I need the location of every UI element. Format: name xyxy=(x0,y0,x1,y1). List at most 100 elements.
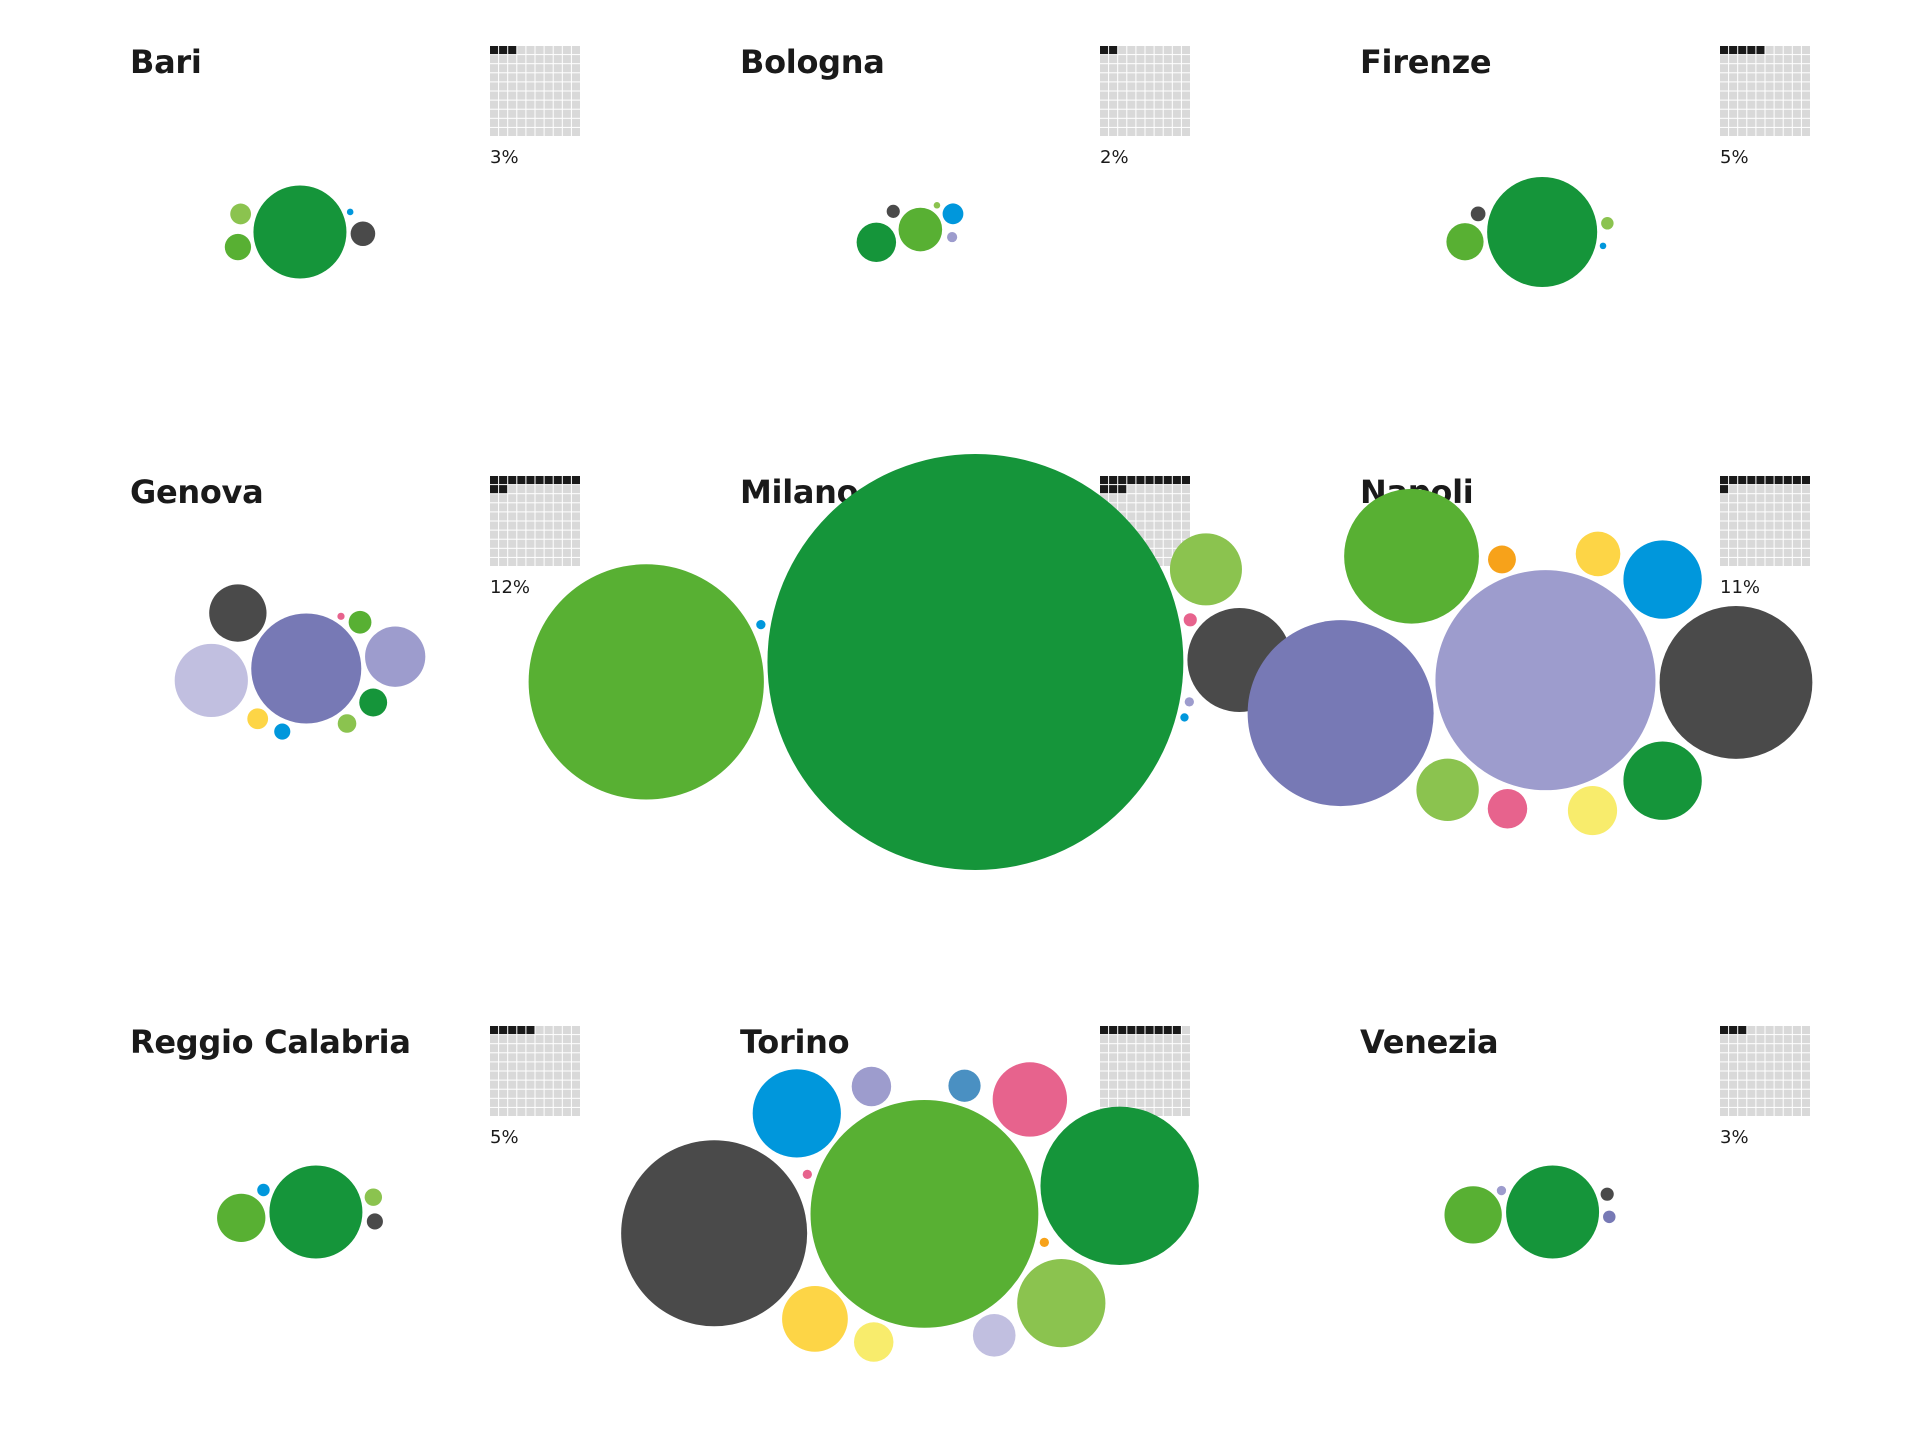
waffle-cell-filled xyxy=(1154,1026,1163,1035)
waffle-cell-empty xyxy=(1118,46,1127,55)
waffle-cell-empty xyxy=(1774,64,1783,73)
waffle-cell-empty xyxy=(1172,109,1181,118)
waffle-cell-empty xyxy=(508,100,517,109)
waffle-cell-filled xyxy=(1729,476,1738,485)
waffle-cell-empty xyxy=(1136,73,1145,82)
waffle-cell-empty xyxy=(1747,82,1756,91)
bubble-blue xyxy=(752,1069,841,1158)
waffle-cell-empty xyxy=(1747,1026,1756,1035)
waffle-cell-empty xyxy=(1136,521,1145,530)
waffle-cell-empty xyxy=(1774,1098,1783,1107)
waffle-cell-empty xyxy=(553,1044,562,1053)
waffle-cell-empty xyxy=(1792,485,1801,494)
waffle-cell-empty xyxy=(1100,1062,1109,1071)
waffle-cell-empty xyxy=(1792,100,1801,109)
waffle-cell-empty xyxy=(1163,100,1172,109)
waffle-cell-empty xyxy=(1127,1080,1136,1089)
waffle-cell-empty xyxy=(1747,100,1756,109)
waffle-cell-empty xyxy=(1109,109,1118,118)
city-panel-napoli: Napoli11% xyxy=(1247,472,1920,892)
waffle-cell-empty xyxy=(1738,494,1747,503)
waffle-cell-empty xyxy=(1127,64,1136,73)
waffle-cell-empty xyxy=(544,485,553,494)
waffle-cell-empty xyxy=(1774,1071,1783,1080)
waffle-cell-empty xyxy=(535,521,544,530)
waffle-cell-empty xyxy=(1127,127,1136,136)
waffle-cell-empty xyxy=(1756,127,1765,136)
waffle-cell-empty xyxy=(1792,1071,1801,1080)
waffle-cell-empty xyxy=(1172,46,1181,55)
waffle-cell-empty xyxy=(499,1044,508,1053)
waffle-cell-filled xyxy=(1172,1026,1181,1035)
waffle-cell-empty xyxy=(508,557,517,566)
waffle-cell-empty xyxy=(1145,46,1154,55)
waffle-cell-empty xyxy=(499,1089,508,1098)
bubble-dark-green xyxy=(359,688,388,717)
waffle-cell-empty xyxy=(562,1080,571,1089)
waffle-cell-empty xyxy=(517,127,526,136)
waffle-cell-filled xyxy=(1720,46,1729,55)
bubble-pale-lavender xyxy=(174,643,248,718)
waffle-cell-empty xyxy=(544,1044,553,1053)
waffle-cell-empty xyxy=(1774,46,1783,55)
bubble-dark-gray xyxy=(621,1140,808,1327)
waffle-cell-empty xyxy=(517,118,526,127)
waffle-cell-empty xyxy=(499,1062,508,1071)
waffle-cell-empty xyxy=(526,503,535,512)
bubble-dark-green xyxy=(269,1165,363,1259)
waffle-cell-filled xyxy=(499,476,508,485)
waffle-cell-empty xyxy=(490,1053,499,1062)
waffle-cell-filled xyxy=(517,476,526,485)
waffle-cell-empty xyxy=(1792,503,1801,512)
waffle-cell-empty xyxy=(517,485,526,494)
waffle-cell-empty xyxy=(1136,100,1145,109)
waffle-cell-empty xyxy=(553,55,562,64)
waffle-cell-empty xyxy=(562,548,571,557)
waffle-cell-empty xyxy=(571,100,580,109)
waffle-cell-empty xyxy=(1100,1098,1109,1107)
bubble-lavender xyxy=(1496,1185,1507,1196)
waffle-cell-empty xyxy=(1118,1080,1127,1089)
bubble-blue xyxy=(756,619,766,630)
waffle-cell-filled xyxy=(1109,1026,1118,1035)
waffle-cell-empty xyxy=(1756,1089,1765,1098)
percent-label: 2% xyxy=(1100,147,1129,168)
waffle-cell-empty xyxy=(535,1062,544,1071)
waffle-cell-empty xyxy=(1792,1044,1801,1053)
waffle-cell-empty xyxy=(544,1053,553,1062)
waffle-cell-empty xyxy=(1792,109,1801,118)
waffle-cell-empty xyxy=(1163,521,1172,530)
waffle-cell-empty xyxy=(1738,73,1747,82)
bubble-light-green xyxy=(230,203,252,225)
waffle-cell-filled xyxy=(571,476,580,485)
waffle-cell-filled xyxy=(1163,1026,1172,1035)
waffle-cell-empty xyxy=(562,100,571,109)
waffle-cell-empty xyxy=(517,109,526,118)
waffle-cell-empty xyxy=(1729,91,1738,100)
waffle-cell-empty xyxy=(1765,46,1774,55)
waffle-cell-empty xyxy=(526,91,535,100)
waffle-cell-empty xyxy=(517,512,526,521)
waffle-cell-empty xyxy=(1720,91,1729,100)
waffle-cell-empty xyxy=(1729,55,1738,64)
waffle-cell-filled xyxy=(490,485,499,494)
waffle-cell-empty xyxy=(535,64,544,73)
bubble-slate-purple xyxy=(1247,620,1434,807)
bubble-light-green xyxy=(364,1188,383,1206)
waffle-cell-empty xyxy=(490,539,499,548)
city-panel-bari: Bari 3% xyxy=(130,42,690,462)
waffle-cell-empty xyxy=(1136,118,1145,127)
waffle-cell-empty xyxy=(1747,557,1756,566)
waffle-cell-empty xyxy=(562,118,571,127)
waffle-cell-empty xyxy=(1100,55,1109,64)
waffle-cell-empty xyxy=(1127,1089,1136,1098)
waffle-cell-empty xyxy=(517,548,526,557)
waffle-cell-empty xyxy=(535,82,544,91)
waffle-cell-empty xyxy=(1109,1080,1118,1089)
waffle-cell-filled xyxy=(1100,485,1109,494)
waffle-cell-empty xyxy=(1729,1080,1738,1089)
waffle-cell-empty xyxy=(1163,530,1172,539)
waffle-cell-empty xyxy=(1783,530,1792,539)
waffle-cell-empty xyxy=(1720,64,1729,73)
waffle-cell-empty xyxy=(490,548,499,557)
